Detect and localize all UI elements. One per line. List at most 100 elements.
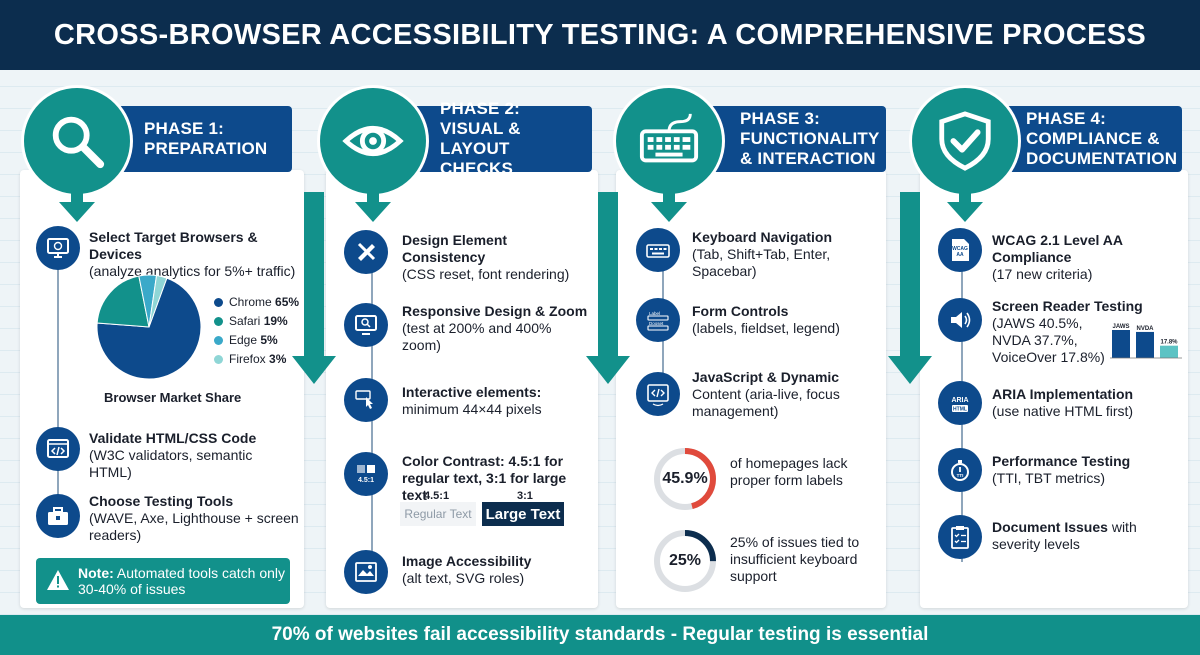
stat-value-keyboard-support: 25%: [668, 552, 702, 569]
svg-text:TTI: TTI: [957, 473, 964, 478]
checklist-icon: [951, 526, 969, 549]
regular-contrast-ratio: 4.5:1: [424, 490, 450, 502]
phase-2-item-4-icon: 4.5:1: [344, 452, 388, 496]
page-title: CROSS-BROWSER ACCESSIBILITY TESTING: A C…: [53, 18, 1147, 51]
aria-icon: ARIA HTML: [951, 397, 968, 413]
phase-4-item-5-icon: [938, 515, 982, 559]
phase-2-item-2: Responsive Design & Zoom (test at 200% an…: [402, 303, 588, 353]
header-bar: CROSS-BROWSER ACCESSIBILITY TESTING: A C…: [0, 0, 1200, 70]
pie-slice-chrome: [96, 277, 202, 380]
note-text: Automated tools catch only 30-40% of iss…: [78, 565, 286, 597]
phase-3-label: PHASE 3: FUNCTIONALITY & INTERACTION: [740, 109, 880, 168]
phase-2-item-1: Design Element Consistency (CSS reset, fo…: [402, 232, 570, 282]
phase-4-item-5: Document Issues with severity levels: [992, 519, 1137, 552]
bar-label: NVDA: [1136, 326, 1154, 332]
eye-icon: [342, 126, 404, 156]
phase-1-item-2-icon: [36, 427, 80, 471]
form-icon: Label Dooset: [647, 311, 669, 331]
large-text-sample: Large Text: [482, 502, 564, 526]
regular-text-sample: Regular Text: [400, 502, 476, 526]
phase-4-item-3: ARIA Implementation (use native HTML firs…: [992, 386, 1134, 419]
note-label: Note:: [78, 565, 114, 581]
footer-text: 70% of websites fail accessibility stand…: [271, 624, 929, 645]
phase-4-item-2: Screen Reader Testing (JAWS 40.5%, NVDA 3…: [992, 298, 1143, 365]
zoom-monitor-icon: [355, 315, 377, 335]
legend-item-chrome: Chrome 65%: [214, 295, 299, 309]
legend-value: 19%: [263, 314, 288, 328]
bar-label: JAWS: [1112, 324, 1129, 330]
svg-text:AA: AA: [956, 252, 964, 258]
phase-4-arrow: [947, 202, 983, 222]
legend-value: 65%: [275, 295, 300, 309]
phase-4-circle: [912, 88, 1018, 194]
keyboard-small-icon: [646, 244, 670, 258]
stat-text-form-labels: of homepages lack proper form labels: [730, 455, 848, 488]
legend-label: Chrome 65%: [229, 295, 300, 309]
contrast-icon: 4.5:1: [357, 465, 375, 484]
monitor-icon: [47, 238, 69, 258]
ring-fill: [654, 448, 716, 510]
keyboard-icon: [639, 113, 699, 163]
svg-text:Dooset: Dooset: [649, 321, 664, 326]
phase-4-label: PHASE 4: COMPLIANCE & DOCUMENTATION: [1026, 109, 1178, 168]
phase-4-item-4-icon: TTI: [938, 448, 982, 492]
stat-ring-keyboard-support: [654, 530, 716, 592]
legend-label: Safari 19%: [229, 314, 288, 328]
phase-3-arrow: [651, 202, 687, 222]
legend-label: Firefox 3%: [229, 352, 287, 366]
phase-2-item-4: Color Contrast: 4.5:1 for regular text, …: [402, 453, 567, 503]
phase-2-arrow: [355, 202, 391, 222]
legend-swatch: [214, 316, 223, 326]
legend-swatch: [214, 297, 223, 307]
phase-1-item-1-icon: [36, 226, 80, 270]
legend-item-edge: Edge 5%: [214, 333, 278, 347]
pie-slice-firefox: [148, 274, 168, 328]
stopwatch-icon: TTI: [951, 460, 969, 481]
phase-2-circle: [320, 88, 426, 194]
legend-swatch: [214, 354, 223, 364]
stat-ring-form-labels: [654, 448, 716, 510]
phase-1-label: PHASE 1: PREPARATION: [144, 119, 268, 158]
phase-3-item-1-icon: [636, 228, 680, 272]
phase-4-item-4: Performance Testing (TTI, TBT metrics): [992, 453, 1131, 486]
phase-2-item-5: Image Accessibility (alt text, SVG roles): [402, 553, 532, 586]
pie-chart-title: Browser Market Share: [104, 390, 242, 405]
phase-3-item-2-icon: Label Dooset: [636, 298, 680, 342]
legend-label: Edge 5%: [229, 333, 278, 347]
legend-value: 3%: [269, 352, 287, 366]
legend-item-firefox: Firefox 3%: [214, 352, 286, 366]
phase-3-item-3-icon: [636, 372, 680, 416]
large-contrast-ratio: 3:1: [517, 490, 533, 502]
shield-check-icon: [939, 111, 991, 171]
image-alt-icon: [355, 562, 377, 582]
bar-label: 17.8%: [1160, 340, 1178, 346]
pie-slice-safari: [96, 275, 150, 328]
phase-1-item-2: Validate HTML/CSS Code (W3C validators, s…: [89, 430, 257, 480]
svg-text:WCAG: WCAG: [952, 246, 968, 252]
bar-jaws: [1112, 330, 1130, 358]
bar-voiceover: [1160, 345, 1178, 358]
legend-swatch: [214, 335, 223, 345]
phase-2-item-3: Interactive elements: minimum 44×44 pixel…: [402, 384, 542, 417]
svg-text:HTML: HTML: [953, 407, 967, 413]
screen-reader-bar-chart: JAWS NVDA 17.8%: [1110, 324, 1182, 359]
svg-text:Label: Label: [649, 311, 660, 316]
phase-2-item-2-icon: [344, 303, 388, 347]
legend-value: 5%: [260, 333, 278, 347]
phase-4-item-1: WCAG 2.1 Level AA Compliance (17 new crit…: [992, 232, 1123, 282]
footer-bar: 70% of websites fail accessibility stand…: [0, 615, 1200, 655]
automated-tools-note: Note: Automated tools catch only 30-40% …: [36, 558, 290, 604]
code-icon: [47, 439, 69, 458]
phase-1-item-1: Select Target Browsers & Devices (analyze…: [89, 229, 296, 279]
pointer-icon: [355, 390, 373, 409]
phase-2-item-1-icon: [344, 230, 388, 274]
svg-text:4.5:1: 4.5:1: [358, 477, 374, 484]
stat-value-form-labels: 45.9%: [662, 470, 708, 487]
magnifier-icon: [52, 116, 105, 169]
phase-3-item-1: Keyboard Navigation (Tab, Shift+Tab, Ente…: [692, 229, 833, 279]
ring-fill: [654, 530, 716, 592]
phase-4-item-3-icon: ARIA HTML: [938, 381, 982, 425]
phase-4-item-1-icon: WCAG AA: [938, 228, 982, 272]
phase-1-circle: [24, 88, 130, 194]
phase-4-item-2-icon: [938, 298, 982, 342]
